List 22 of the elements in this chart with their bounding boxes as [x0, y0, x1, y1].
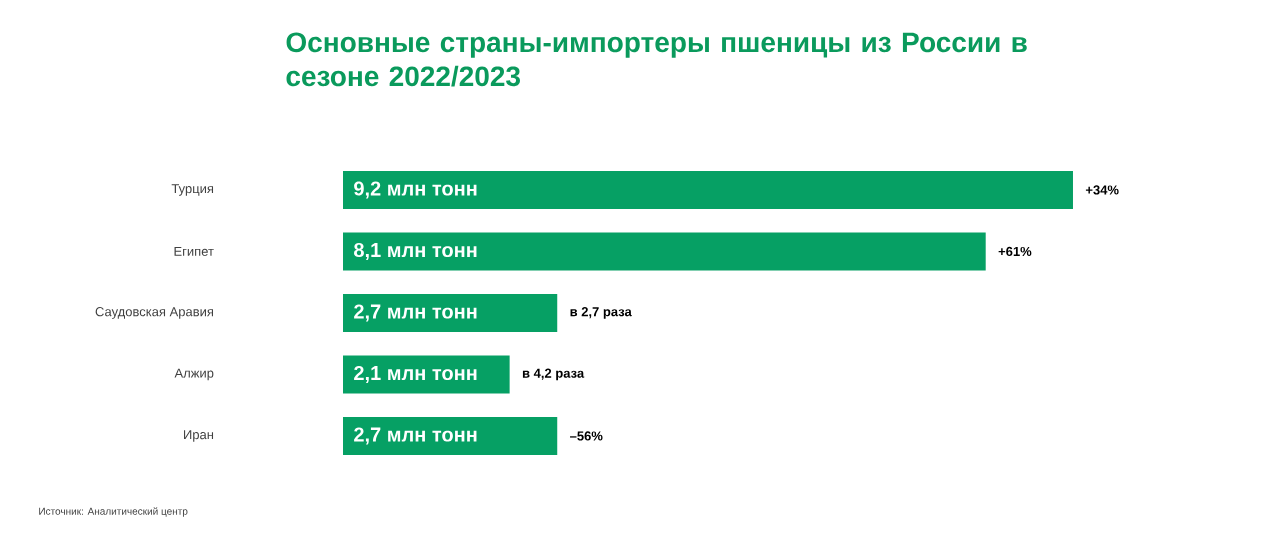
data-label: 2,1 млн тонн — [354, 365, 477, 383]
text: Источник: Аналитический центр — [39, 507, 188, 517]
data-label: 2,7 млн тонн — [354, 304, 477, 322]
annotation: +34% — [1085, 185, 1119, 195]
bar — [343, 293, 558, 332]
data-label: 9,2 млн тонн — [354, 181, 477, 199]
chart-title: Основные страны-импортеры пшеницы из России в сезоне 2022/2023 — [286, 32, 1027, 87]
y-tick-label: Египет — [174, 246, 214, 256]
annotation: –56% — [570, 431, 603, 441]
bar — [343, 416, 558, 455]
y-tick-label: Саудовская Аравия — [95, 307, 213, 319]
annotation: +61% — [998, 246, 1032, 257]
y-tick-label: Иран — [184, 430, 214, 442]
data-label: 8,1 млн тонн — [354, 242, 477, 260]
annotation: в 2,7 раза — [570, 307, 632, 319]
y-tick-label: Алжир — [174, 368, 214, 381]
data-label: 2,7 млн тонн — [354, 427, 477, 445]
y-tick-label: Турция — [171, 184, 214, 196]
annotation: в 4,2 раза — [522, 368, 585, 381]
bar — [343, 170, 1073, 209]
bar — [343, 232, 986, 271]
bar — [343, 355, 510, 394]
